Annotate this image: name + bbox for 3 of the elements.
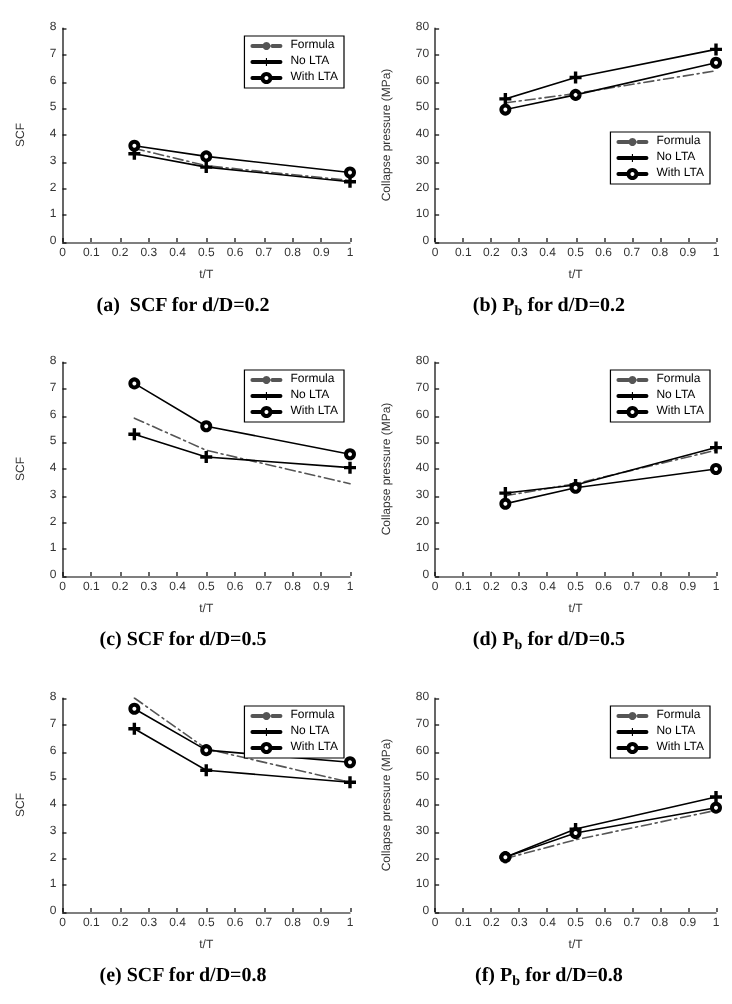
text: (c) SCF for d/D=0.5 (99, 629, 267, 652)
text: (a) SCF for d/D=0.2 (96, 295, 270, 317)
text: (e) SCF for d/D=0.8 (99, 964, 267, 987)
